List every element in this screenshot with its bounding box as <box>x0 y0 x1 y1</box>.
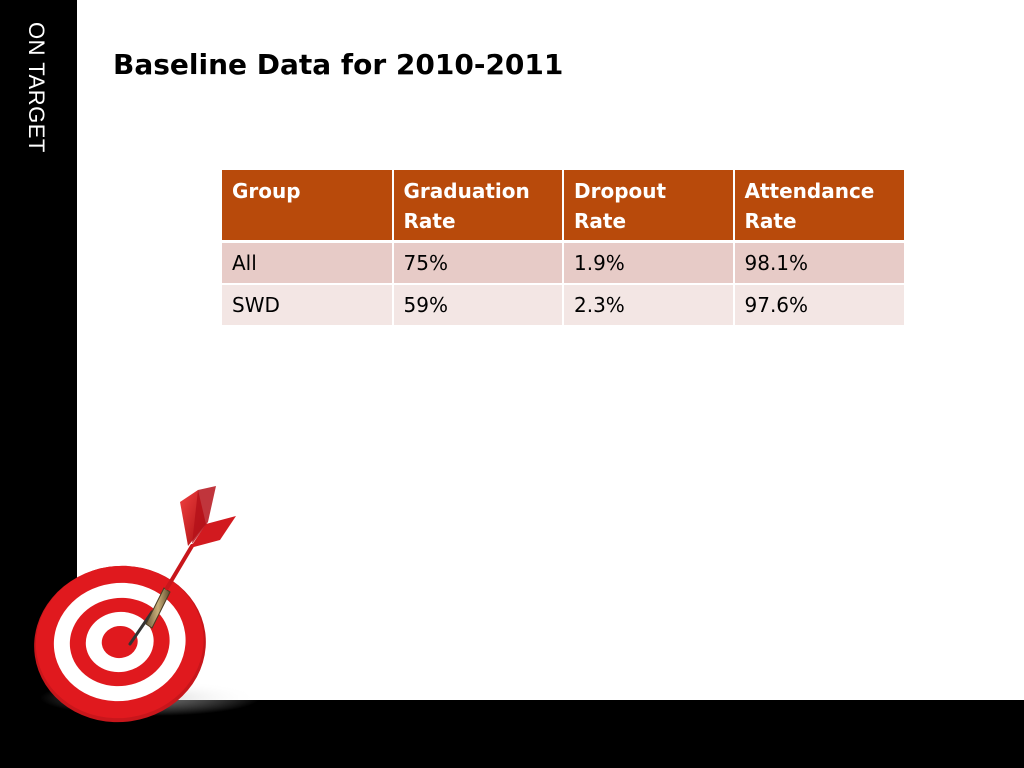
baseline-data-table: Group Graduation Rate Dropout Rate Atten… <box>222 170 904 327</box>
side-label: ON TARGET <box>24 22 49 153</box>
cell-graduation-rate: 75% <box>392 241 564 285</box>
cell-dropout-rate: 2.3% <box>563 284 735 327</box>
cell-group: All <box>222 241 394 285</box>
cell-group: SWD <box>222 284 394 327</box>
slide-title: Baseline Data for 2010-2011 <box>113 48 564 81</box>
cell-attendance-rate: 97.6% <box>733 284 904 327</box>
cell-graduation-rate: 59% <box>392 284 564 327</box>
left-frame-bar: ON TARGET <box>0 0 77 700</box>
header-graduation-rate: Graduation Rate <box>392 170 564 243</box>
header-attendance-rate: Attendance Rate <box>733 170 904 243</box>
header-group: Group <box>222 170 394 243</box>
cell-dropout-rate: 1.9% <box>563 241 735 285</box>
table-row: All 75% 1.9% 98.1% <box>222 241 904 285</box>
header-dropout-rate: Dropout Rate <box>563 170 735 243</box>
dartboard-with-dart-icon <box>34 486 260 723</box>
table-row: SWD 59% 2.3% 97.6% <box>222 284 904 327</box>
table-header-row: Group Graduation Rate Dropout Rate Atten… <box>222 170 904 243</box>
cell-attendance-rate: 98.1% <box>733 241 904 285</box>
